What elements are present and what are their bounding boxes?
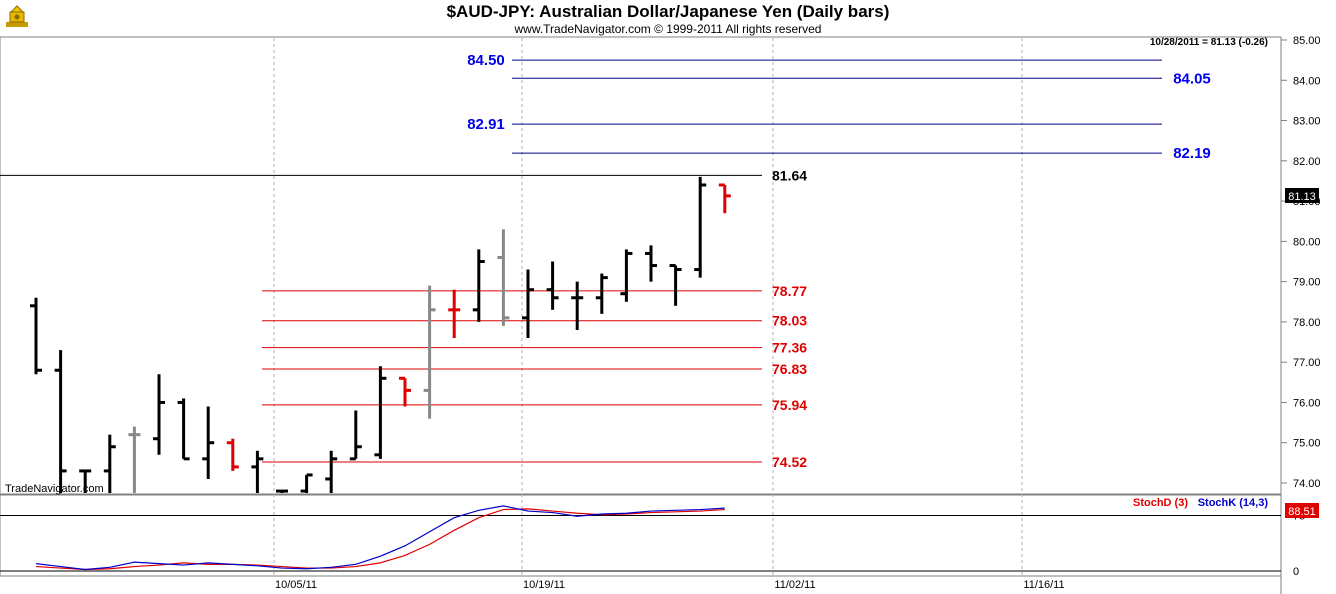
resistance-label: 81.64 bbox=[772, 167, 807, 183]
target-level-label: 82.91 bbox=[467, 116, 505, 133]
stochastic-value: 88.51 bbox=[1288, 506, 1316, 518]
price-levels: 84.50 82.91 84.05 82.19 81.64 78.77 78.03 77.36… bbox=[0, 52, 1211, 470]
price-tick-label: 78.00 bbox=[1293, 317, 1321, 329]
last-price-badge bbox=[1285, 188, 1319, 203]
target-level-label: 84.50 bbox=[467, 52, 505, 69]
ohlc-bar[interactable] bbox=[645, 245, 657, 282]
ohlc-bar[interactable] bbox=[448, 289, 461, 339]
ohlc-bar[interactable] bbox=[620, 249, 633, 302]
ohlc-bar[interactable] bbox=[128, 426, 141, 493]
stochd-legend: StochD (3) bbox=[1133, 497, 1188, 509]
ohlc-bar[interactable] bbox=[79, 469, 92, 493]
ohlc-bar[interactable] bbox=[571, 281, 584, 330]
date-axis: 10/05/11 10/19/11 11/02/11 11/16/11 bbox=[275, 579, 1065, 591]
watermark: TradeNavigator.com bbox=[5, 483, 104, 495]
ohlc-bar[interactable] bbox=[522, 269, 534, 339]
ohlc-bar[interactable] bbox=[103, 434, 116, 493]
stochastic-value-badge bbox=[1285, 503, 1319, 518]
ohlc-bar[interactable] bbox=[177, 398, 190, 461]
price-axis-background bbox=[1282, 37, 1335, 594]
price-tick-label: 84.00 bbox=[1293, 75, 1321, 87]
retracement-label: 75.94 bbox=[772, 397, 807, 413]
ohlc-bar[interactable] bbox=[276, 489, 288, 493]
retracement-label: 78.03 bbox=[772, 313, 807, 329]
price-tick-label: 74.00 bbox=[1293, 478, 1321, 490]
price-panel-frame bbox=[0, 36, 1282, 495]
ohlc-bar[interactable] bbox=[202, 406, 215, 479]
price-tick-label: 83.00 bbox=[1293, 116, 1321, 128]
stochastic-tick-label: 0 bbox=[1293, 566, 1299, 578]
ohlc-bar[interactable] bbox=[300, 473, 313, 493]
ohlc-bar[interactable] bbox=[595, 273, 608, 314]
price-tick-label: 77.00 bbox=[1293, 357, 1321, 369]
stochk-line bbox=[35, 505, 725, 571]
date-tick-label: 11/02/11 bbox=[774, 579, 815, 591]
ohlc-bar[interactable] bbox=[423, 285, 436, 419]
ohlc-bar[interactable] bbox=[472, 249, 485, 322]
ohlc-bar[interactable] bbox=[497, 229, 510, 326]
stochastic-indicator: 750 bbox=[0, 505, 1305, 578]
price-tick-label: 80.00 bbox=[1293, 236, 1321, 248]
retracement-label: 74.52 bbox=[772, 454, 807, 470]
last-price-value: 81.13 bbox=[1288, 191, 1316, 203]
ohlc-bar[interactable] bbox=[251, 450, 264, 493]
date-tick-label: 10/19/11 bbox=[523, 579, 565, 591]
date-tick-label: 11/16/11 bbox=[1023, 579, 1064, 591]
retracement-label: 77.36 bbox=[772, 340, 807, 356]
ohlc-bar[interactable] bbox=[694, 176, 707, 278]
ohlc-bar[interactable] bbox=[153, 374, 165, 455]
ohlc-bar[interactable] bbox=[669, 264, 682, 306]
ohlc-bars bbox=[30, 176, 731, 493]
ohlc-bar[interactable] bbox=[349, 410, 362, 461]
trade-navigator-logo-icon bbox=[4, 4, 30, 30]
stochk-legend: StochK (14,3) bbox=[1198, 497, 1269, 509]
date-tick-label: 10/05/11 bbox=[275, 579, 317, 591]
price-tick-label: 75.00 bbox=[1293, 438, 1321, 450]
retracement-label: 78.77 bbox=[772, 283, 807, 299]
price-tick-label: 79.00 bbox=[1293, 277, 1321, 289]
ohlc-bar[interactable] bbox=[226, 438, 239, 471]
ohlc-bar[interactable] bbox=[718, 183, 731, 214]
ohlc-bar[interactable] bbox=[325, 450, 338, 493]
chart-title: $AUD-JPY: Australian Dollar/Japanese Yen… bbox=[446, 2, 890, 21]
ohlc-bar[interactable] bbox=[30, 297, 42, 375]
target-level-label: 82.19 bbox=[1173, 145, 1211, 162]
retracement-label: 76.83 bbox=[772, 361, 807, 377]
ohlc-bar[interactable] bbox=[399, 376, 411, 407]
stochd-line bbox=[35, 508, 725, 571]
ohlc-bar[interactable] bbox=[546, 261, 559, 310]
ohlc-bar[interactable] bbox=[54, 350, 67, 493]
copyright-subtitle: www.TradeNavigator.com © 1999-2011 All r… bbox=[514, 22, 822, 36]
target-level-label: 84.05 bbox=[1173, 70, 1211, 87]
ohlc-bar[interactable] bbox=[374, 366, 387, 459]
price-tick-label: 85.00 bbox=[1293, 35, 1321, 47]
price-readout: 10/28/2011 = 81.13 (-0.26) bbox=[1150, 37, 1268, 48]
price-tick-label: 76.00 bbox=[1293, 397, 1321, 409]
price-tick-label: 82.00 bbox=[1293, 156, 1321, 168]
